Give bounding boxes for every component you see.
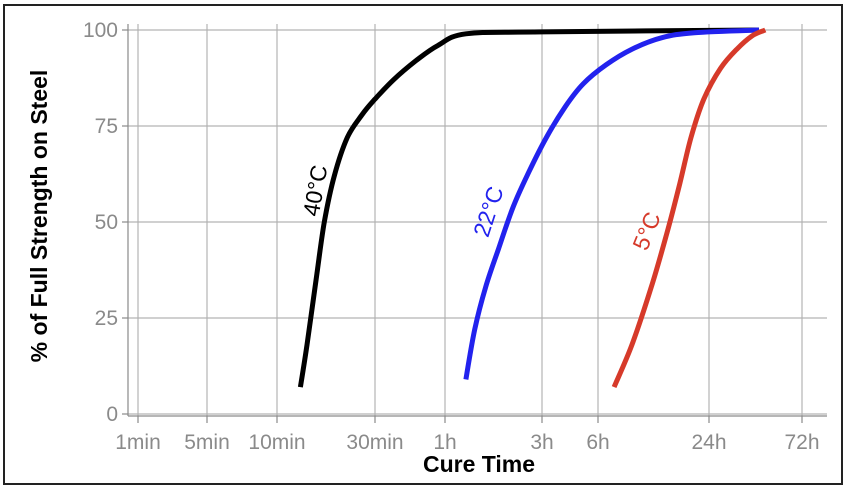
axes [122, 24, 827, 423]
y-tick-label: 50 [95, 211, 118, 234]
series-line-5c [611, 27, 767, 389]
x-tick-label: 24h [691, 431, 726, 454]
grid-lines [128, 24, 827, 416]
x-tick-label: 72h [784, 431, 819, 454]
y-axis-title: % of Full Strength on Steel [26, 70, 52, 363]
cure-strength-chart: 0 25 50 75 100 1min 5min 10min 30min 1h 3h 6h 24h 72h… [26, 19, 827, 477]
series-lines [297, 27, 767, 389]
x-tick-label: 5min [184, 431, 230, 454]
x-tick-label: 30min [346, 431, 403, 454]
series-labels: 40°C 22°C 5°C [298, 163, 666, 254]
x-tick-label: 6h [586, 431, 609, 454]
y-tick-label: 75 [95, 115, 118, 138]
x-tick-label: 1min [115, 431, 161, 454]
x-axis-title: Cure Time [423, 451, 535, 477]
y-tick-label: 25 [95, 307, 118, 330]
y-tick-label: 100 [83, 19, 118, 42]
series-line-40c [297, 27, 760, 388]
x-tick-label: 1h [433, 431, 456, 454]
series-line-22c [463, 27, 760, 380]
x-tick-label: 3h [530, 431, 553, 454]
x-tick-label: 10min [248, 431, 305, 454]
chart-frame: 0 25 50 75 100 1min 5min 10min 30min 1h 3h 6h 24h 72h… [3, 4, 843, 485]
series-label-5c: 5°C [627, 208, 666, 254]
tick-labels: 0 25 50 75 100 1min 5min 10min 30min 1h 3h 6h 24h 72h [83, 19, 820, 454]
y-tick-label: 0 [106, 403, 118, 426]
